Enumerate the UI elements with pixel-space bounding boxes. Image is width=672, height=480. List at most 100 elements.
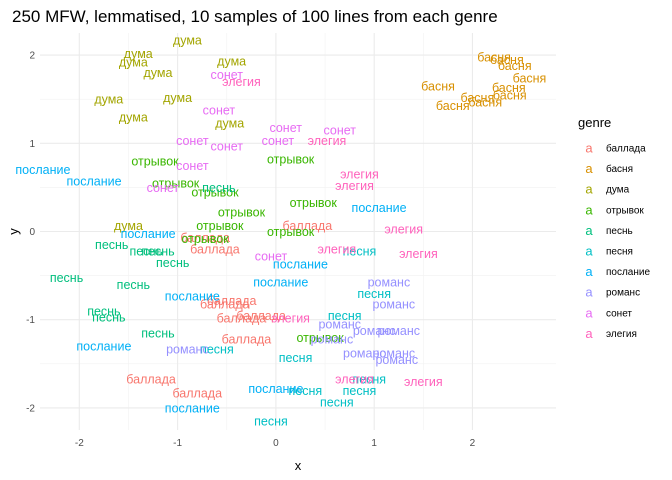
- point-label: баллада: [283, 219, 333, 233]
- legend-entry-label: баллада: [606, 143, 646, 155]
- point-label: романс: [166, 342, 209, 356]
- point-label: романс: [377, 324, 420, 338]
- point-label: песня: [343, 244, 377, 258]
- point-label: басня: [490, 53, 524, 67]
- point-label: романс: [318, 318, 361, 332]
- point-label: баллада: [222, 333, 272, 347]
- point-label: элегия: [404, 375, 443, 389]
- legend-key-glyph: a: [585, 305, 593, 320]
- point-label: дума: [114, 219, 143, 233]
- point-label: баллада: [207, 294, 257, 308]
- y-tick-label: -2: [26, 403, 35, 414]
- chart-title: 250 MFW, lemmatised, 10 samples of 100 l…: [12, 7, 498, 26]
- point-label: сонет: [255, 250, 288, 264]
- x-tick-label: 0: [273, 438, 279, 449]
- point-label: сонет: [210, 68, 243, 82]
- x-axis-title: x: [295, 458, 302, 473]
- point-label: басня: [468, 95, 502, 109]
- point-label: послание: [121, 227, 176, 241]
- legend-key-glyph: a: [585, 182, 593, 197]
- point-label: песнь: [92, 311, 125, 325]
- point-label: басня: [492, 81, 526, 95]
- y-tick-label: 0: [29, 227, 35, 238]
- axes: -2 -1 0 1 2 -2 -1 0 1 2: [26, 51, 476, 449]
- point-label: романс: [373, 347, 416, 361]
- point-label: отрывок: [131, 154, 179, 168]
- point-label: послание: [352, 201, 407, 215]
- point-label: баллада: [200, 297, 250, 311]
- point-label: послание: [67, 175, 122, 189]
- legend-entry-label: послание: [606, 267, 650, 278]
- point-label: песнь: [50, 271, 83, 285]
- point-label: элегия: [271, 311, 310, 325]
- point-label: сонет: [147, 181, 180, 195]
- legend-key-glyph: a: [585, 202, 593, 217]
- legend-title: genre: [578, 115, 611, 130]
- y-tick-label: -1: [26, 315, 35, 326]
- legend-entry-label: песнь: [606, 226, 633, 237]
- point-label: песня: [357, 287, 391, 301]
- point-label: песнь: [156, 256, 189, 270]
- point-label: песня: [289, 384, 323, 398]
- point-label: романс: [373, 297, 416, 311]
- point-label: отрывок: [191, 185, 239, 199]
- point-label: отрывок: [267, 225, 315, 239]
- point-label: сонет: [210, 139, 243, 153]
- point-label: элегия: [399, 247, 438, 261]
- point-label: послание: [15, 163, 70, 177]
- legend-key-glyph: a: [585, 326, 593, 341]
- point-label: элегия: [340, 168, 379, 182]
- legend-entry-label: элегия: [606, 329, 637, 340]
- point-label: дума: [94, 93, 123, 107]
- point-label: романс: [311, 333, 354, 347]
- point-label: романс: [375, 353, 418, 367]
- y-tick-label: 1: [29, 139, 35, 150]
- x-tick-label: -1: [173, 438, 182, 449]
- point-label: послание: [248, 382, 303, 396]
- legend-entry-label: сонет: [606, 308, 632, 319]
- point-label: послание: [76, 340, 131, 354]
- point-label: послание: [273, 258, 328, 272]
- x-tick-label: 1: [371, 438, 377, 449]
- point-label: сонет: [269, 121, 302, 135]
- legend-entry-label: басня: [606, 163, 633, 175]
- point-label: песнь: [95, 238, 128, 252]
- data-points: балладабалладабалладабалладабалладабалла…: [15, 34, 546, 429]
- point-label: песнь: [129, 244, 162, 258]
- legend: genre a баллада a басня a дума a отрывок a песнь a…: [578, 115, 650, 341]
- point-label: баллада: [217, 311, 267, 325]
- point-label: элегия: [308, 134, 347, 148]
- legend-key-glyph: a: [585, 161, 593, 176]
- point-label: песнь: [202, 181, 235, 195]
- legend-entry-label: отрывок: [606, 205, 644, 216]
- point-label: басня: [436, 99, 470, 113]
- y-axis-title: y: [6, 228, 21, 235]
- legend-key-glyph: a: [585, 285, 593, 300]
- point-label: песня: [200, 342, 234, 356]
- point-label: песнь: [141, 326, 174, 340]
- point-label: песня: [352, 372, 386, 386]
- point-label: сонет: [203, 103, 236, 117]
- point-label: сонет: [262, 134, 295, 148]
- point-label: отрывок: [296, 331, 344, 345]
- point-label: басня: [513, 71, 547, 85]
- point-label: дума: [143, 66, 172, 80]
- point-label: отрывок: [290, 196, 338, 210]
- point-label: песня: [320, 395, 354, 409]
- point-label: сонет: [176, 134, 209, 148]
- point-label: сонет: [324, 124, 357, 138]
- y-tick-label: 2: [29, 51, 35, 62]
- point-label: дума: [124, 47, 153, 61]
- legend-entry-label: дума: [606, 185, 630, 196]
- point-label: отрывок: [152, 176, 200, 190]
- plot-grid: [40, 33, 556, 430]
- point-label: баллада: [180, 231, 230, 245]
- point-label: песнь: [87, 304, 120, 318]
- point-label: дума: [163, 91, 192, 105]
- point-label: дума: [173, 34, 202, 48]
- x-tick-label: 2: [470, 438, 476, 449]
- point-label: сонет: [176, 159, 209, 173]
- point-label: элегия: [335, 372, 374, 386]
- legend-key-glyph: a: [585, 141, 593, 156]
